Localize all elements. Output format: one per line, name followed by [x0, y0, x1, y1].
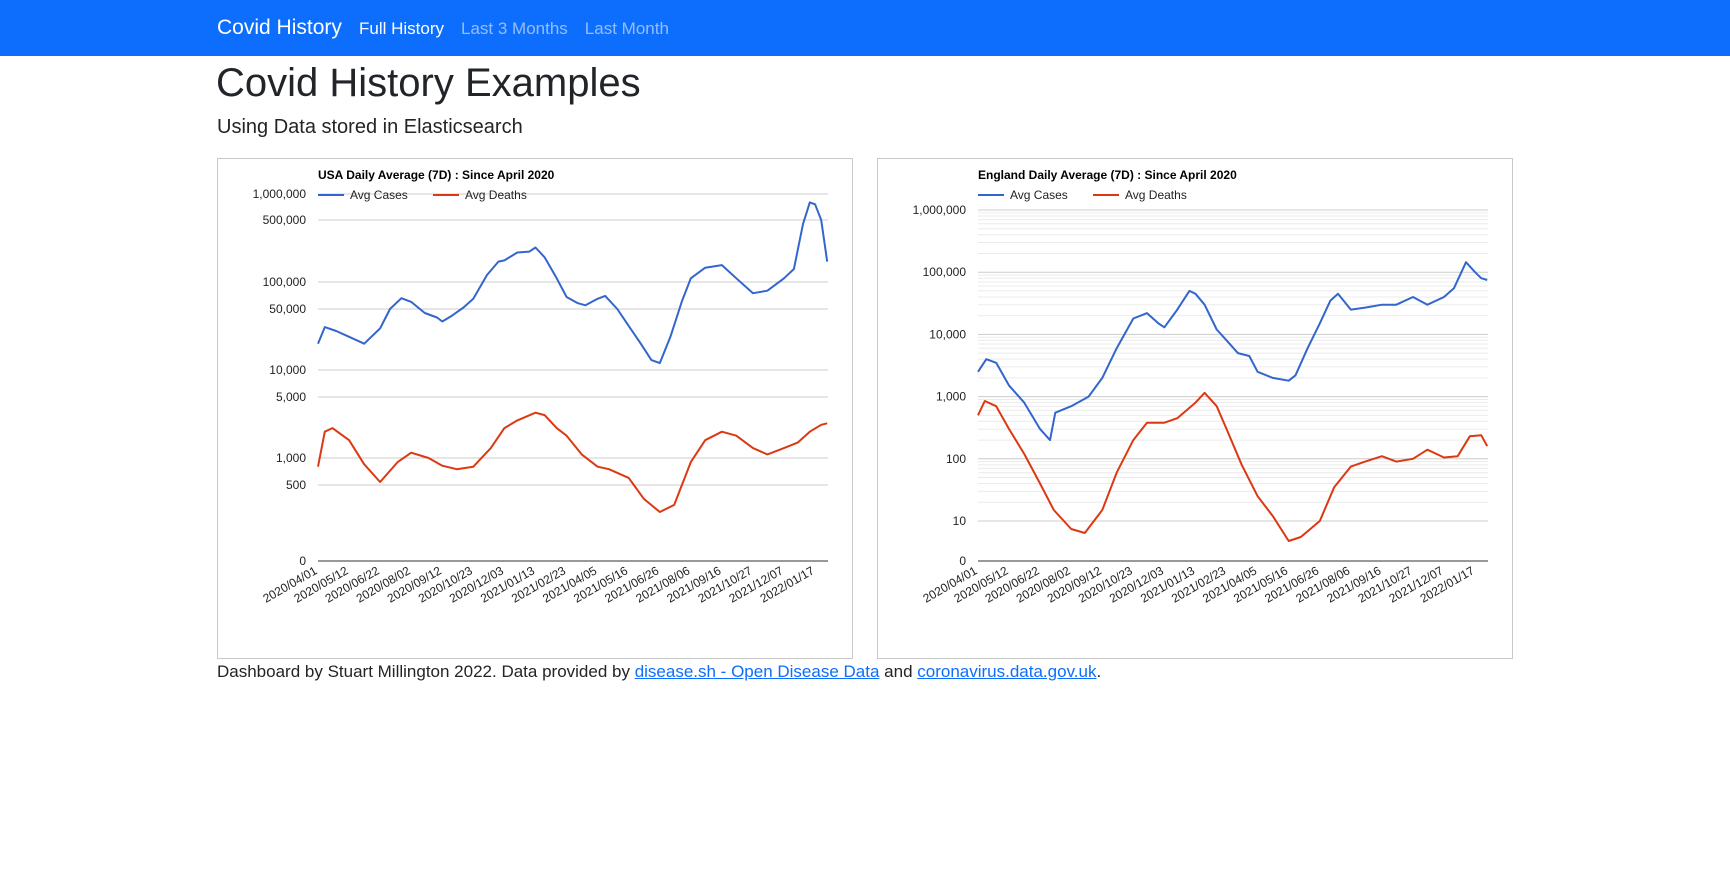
series-line-cases	[977, 261, 1488, 442]
legend-label: Avg Deaths	[1125, 188, 1187, 202]
y-tick-label: 1,000,000	[913, 203, 967, 217]
legend-label: Avg Cases	[1010, 188, 1068, 202]
y-tick-label: 10,000	[269, 363, 306, 377]
series-line-deaths	[977, 391, 1489, 542]
nav-link-last-3-months[interactable]: Last 3 Months	[461, 19, 568, 38]
chart-title: USA Daily Average (7D) : Since April 202…	[318, 168, 555, 182]
nav-link-last-month[interactable]: Last Month	[584, 19, 669, 38]
england-chart: 0101001,00010,000100,0001,000,0002020/04…	[913, 168, 1489, 606]
navbar-brand[interactable]: Covid History	[217, 16, 342, 39]
series-line-cases	[317, 201, 829, 365]
usa-chart-card: 0 500 1,000 5,000 10,000 50,000 100,000 500,000…	[217, 158, 853, 659]
footer-prefix: Dashboard by Stuart Millington 2022. Dat…	[217, 662, 635, 681]
y-tick-label: 100	[946, 452, 966, 466]
legend-label: Avg Cases	[350, 188, 408, 202]
legend-label: Avg Deaths	[465, 188, 527, 202]
y-tick-label: 100,000	[263, 275, 307, 289]
y-tick-label: 500,000	[263, 213, 307, 227]
chart-title: England Daily Average (7D) : Since April…	[978, 168, 1237, 182]
y-tick-label: 1,000,000	[253, 187, 307, 201]
page-subtitle: Using Data stored in Elasticsearch	[217, 116, 523, 138]
footer-suffix: .	[1096, 662, 1102, 681]
disease-sh-link[interactable]: disease.sh - Open Disease Data	[634, 662, 880, 681]
nav-link-full-history[interactable]: Full History	[359, 19, 445, 38]
y-tick-label: 1,000	[936, 390, 966, 404]
navbar: Covid History Full History Last 3 Months…	[0, 0, 1730, 56]
y-tick-label: 10	[953, 514, 967, 528]
page-title: Covid History Examples	[216, 61, 641, 105]
y-tick-label: 10,000	[929, 327, 966, 341]
y-tick-label: 5,000	[276, 390, 306, 404]
y-tick-label: 500	[286, 478, 306, 492]
coronavirus-data-link[interactable]: coronavirus.data.gov.uk	[917, 662, 1097, 681]
usa-chart: 0 500 1,000 5,000 10,000 50,000 100,000 500,000…	[253, 168, 829, 606]
series-line-deaths	[317, 411, 828, 513]
y-tick-label: 50,000	[269, 302, 306, 316]
y-tick-label: 100,000	[923, 265, 967, 279]
y-tick-label: 1,000	[276, 451, 306, 465]
y-tick-label: 0	[959, 554, 966, 568]
y-tick-label: 0	[299, 554, 306, 568]
footer-middle: and	[879, 662, 918, 681]
england-chart-card: 0 10 100 1,000 10,000 100,000 1,000,000 2020/04…	[877, 158, 1513, 659]
footer: Dashboard by Stuart Millington 2022. Dat…	[217, 662, 1101, 682]
nav-links: Full History Last 3 Months Last Month	[359, 19, 686, 39]
